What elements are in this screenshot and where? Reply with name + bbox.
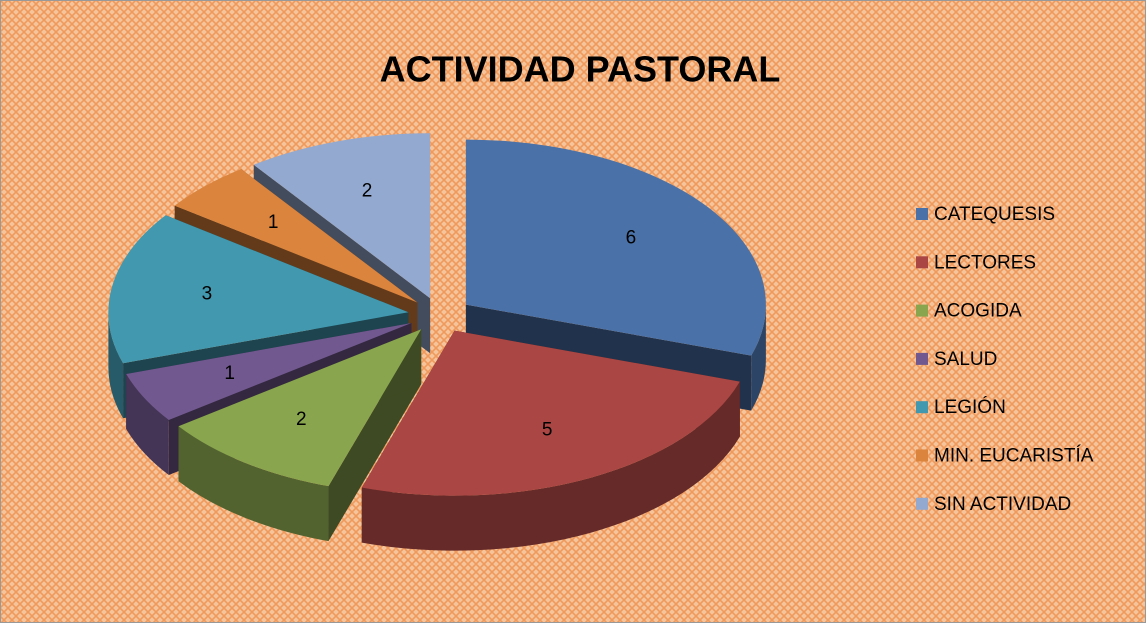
slice-top [178,329,422,487]
legend-swatch [916,497,928,510]
legend-label: LECTORES [934,252,1036,273]
slice-top [174,169,418,303]
legend-swatch [916,352,928,365]
slice-top [253,133,431,299]
slice-top [108,215,409,364]
chart-title: ACTIVIDAD PASTORAL [380,49,781,90]
legend-label: MIN. EUCARISTÍA [934,446,1094,467]
data-label: 3 [202,284,213,305]
data-label: 2 [296,409,307,430]
slice-top [361,330,740,496]
slice-wall [108,312,124,419]
slice-top [126,322,412,420]
slice-wall [751,304,766,411]
data-label: 1 [224,363,235,384]
slice-wall [126,373,169,475]
legend-label: LEGIÓN [934,396,1006,418]
slice-wall [178,426,329,542]
data-label: 6 [626,228,637,249]
legend-swatch [916,208,928,220]
data-label: 1 [268,212,279,233]
legend-swatch [916,304,928,317]
slice-wall [361,381,740,551]
legend-swatch [916,256,928,269]
legend-swatch [916,401,928,414]
legend-label: SALUD [934,349,997,370]
legend-label: SIN ACTIVIDAD [934,494,1071,515]
legend-swatch [916,449,928,462]
legend-label: CATEQUESIS [934,204,1055,225]
data-label: 2 [362,181,373,202]
slice-top [465,139,766,356]
slice: 2 [178,329,422,542]
slice: 5 [361,330,740,551]
data-label: 5 [542,420,553,441]
legend-label: ACOGIDA [934,301,1022,322]
